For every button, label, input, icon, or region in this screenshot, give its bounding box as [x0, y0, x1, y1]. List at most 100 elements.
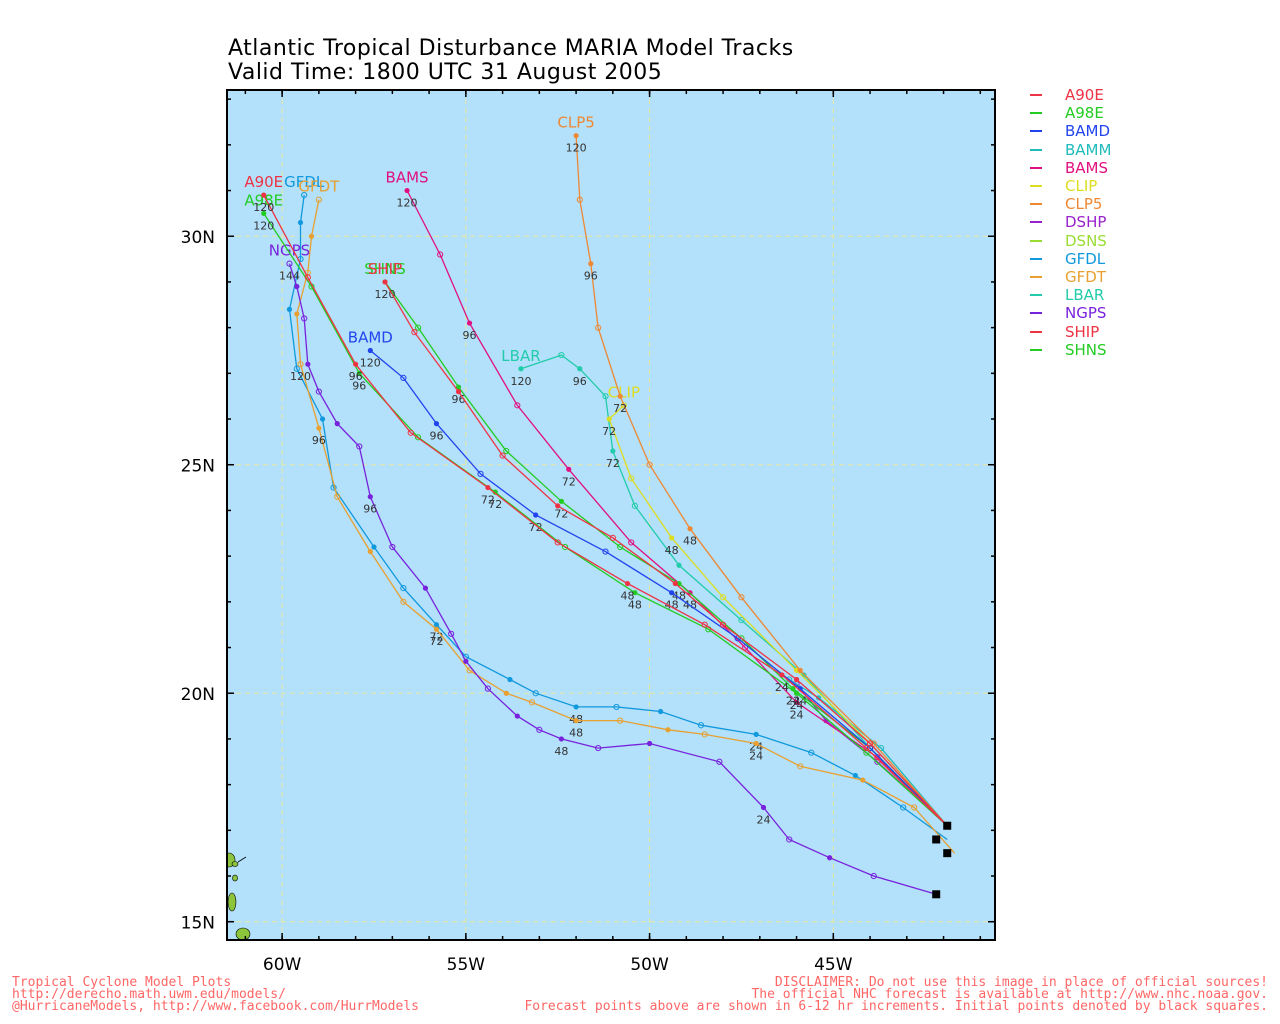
forecast-point: [669, 590, 675, 596]
footer-disclaimer: DISCLAIMER: Do not use this image in pla…: [774, 975, 1268, 990]
forecast-point: [293, 365, 300, 372]
forecast-point: [628, 475, 635, 482]
forecast-point: [554, 539, 561, 546]
forecast-point: [367, 548, 373, 555]
legend-label: LBAR: [1065, 286, 1105, 305]
forecast-point: [507, 676, 513, 683]
forecast-point: [466, 320, 473, 326]
track-bams: 24 48 72 96 120 BAMS: [386, 169, 948, 827]
forecast-point: [808, 749, 815, 756]
track-ship: SHIP: [368, 260, 948, 827]
forecast-hour-label: 48: [665, 544, 679, 557]
forecast-hour-label: 48: [569, 727, 583, 740]
forecast-hour-label: 72: [529, 521, 543, 534]
forecast-point: [286, 306, 293, 312]
lat-tick-label: 30N: [181, 228, 215, 248]
forecast-hour-label: 96: [573, 375, 587, 388]
forecast-point: [455, 384, 462, 390]
forecast-point: [294, 311, 300, 317]
forecast-point: [414, 324, 422, 331]
forecast-point: [866, 744, 874, 752]
forecast-point: [466, 667, 473, 674]
forecast-point: [315, 388, 322, 395]
forecast-hour-label: 24: [793, 695, 807, 708]
forecast-hour-label: 48: [554, 745, 568, 758]
forecast-hour-label: 120: [566, 142, 587, 155]
legend-label: CLP5: [1065, 195, 1103, 214]
plot-area: 244872GFDL24487296120GFDT244896144NGPS72…: [227, 90, 995, 940]
map-title: Atlantic Tropical Disturbance MARIA Mode…: [228, 36, 794, 61]
footer-social-links[interactable]: @HurricaneModels, http://www.facebook.co…: [12, 999, 419, 1014]
forecast-point: [484, 685, 491, 692]
forecast-point: [297, 361, 304, 368]
forecast-point: [576, 196, 583, 203]
forecast-point: [555, 503, 561, 509]
forecast-point: [400, 374, 407, 382]
forecast-hour-label: 96: [363, 503, 377, 516]
forecast-point: [631, 502, 638, 509]
forecast-hour-label: 120: [290, 370, 311, 383]
track-end-label: GFDL: [284, 173, 325, 191]
forecast-point: [866, 740, 874, 747]
footer-site-url[interactable]: http://derecho.math.uwm.edu/models/: [12, 987, 286, 1002]
forecast-point: [536, 726, 543, 733]
track-line: [263, 194, 948, 827]
track-a90e: 24 48 72 96 120 A90E: [244, 173, 948, 827]
forecast-hour-label: 96: [429, 430, 443, 443]
forecast-hour-label: 72: [488, 498, 502, 511]
axis-ticks: [227, 90, 995, 940]
forecast-point: [422, 585, 429, 591]
forecast-point: [503, 447, 510, 455]
track-line: [608, 404, 948, 827]
initial-point-marker: [943, 821, 952, 830]
forecast-point: [294, 283, 300, 290]
forecast-point: [561, 543, 569, 551]
forecast-point: [319, 416, 326, 422]
forecast-point: [613, 703, 620, 711]
track-end-label: CLP5: [557, 114, 594, 132]
track-end-label: A90E: [244, 173, 283, 191]
legend-swatch: [1030, 330, 1042, 333]
track-end-label: SHIP: [368, 260, 402, 278]
forecast-point: [411, 329, 418, 336]
forecast-point: [367, 347, 373, 354]
forecast-point: [624, 580, 631, 587]
forecast-point: [610, 448, 616, 454]
forecast-hour-label: 72: [606, 457, 620, 470]
forecast-hour-label: 96: [312, 434, 326, 447]
forecast-point: [503, 690, 509, 696]
map-valid-time: Valid Time: 1800 UTC 31 August 2005: [228, 60, 663, 85]
forecast-hour-label: 48: [621, 590, 635, 603]
forecast-point: [779, 672, 785, 678]
forecast-point: [797, 667, 803, 673]
track-line: [575, 135, 948, 827]
forecast-point: [382, 279, 388, 285]
forecast-point: [687, 526, 693, 532]
forecast-point: [315, 196, 322, 203]
forecast-hour-label: 48: [672, 590, 686, 603]
legend-label: SHIP: [1065, 322, 1100, 341]
forecast-hour-label: 24: [790, 708, 804, 721]
forecast-point: [286, 260, 293, 267]
footer-points-note: Forecast points above are shown in 6-12 …: [524, 999, 1268, 1014]
forecast-point: [797, 763, 804, 770]
forecast-hour-label: 120: [510, 375, 531, 388]
forecast-point: [753, 731, 759, 737]
forecast-point: [609, 534, 616, 541]
forecast-point: [573, 718, 579, 724]
land-islands: [227, 852, 251, 940]
forecast-point: [870, 740, 877, 747]
forecast-point: [305, 361, 311, 367]
legend-swatch: [1030, 148, 1042, 151]
forecast-hour-label: 72: [602, 425, 616, 438]
legend-swatch: [1030, 312, 1042, 315]
forecast-point: [617, 393, 623, 399]
forecast-point: [261, 210, 267, 216]
forecast-hour-label: 24: [749, 740, 763, 753]
forecast-point: [793, 690, 800, 696]
forecast-point: [297, 219, 304, 226]
forecast-point: [672, 580, 678, 587]
legend-label: BAMM: [1065, 140, 1112, 159]
forecast-point: [628, 539, 635, 546]
